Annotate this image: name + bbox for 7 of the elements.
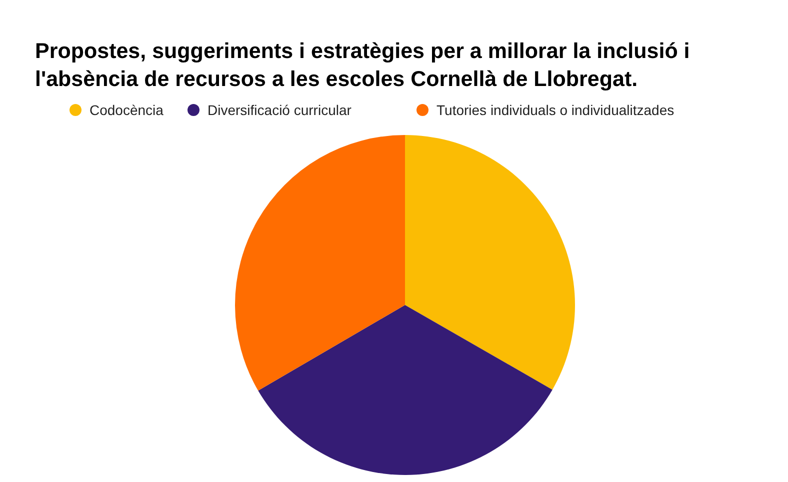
pie-slice <box>258 305 552 475</box>
legend-label: Tutories individuals o individualitzades <box>436 102 674 118</box>
pie-slice <box>235 135 405 391</box>
legend-label: Diversificació curricular <box>208 102 352 118</box>
pie-slice <box>405 135 575 390</box>
legend-label: Codocència <box>90 102 164 118</box>
chart-title: Propostes, suggeriments i estratègies per a millorar la inclusió i l'absència de recursos a les escoles Cornellà de Llobregat. <box>35 39 690 91</box>
